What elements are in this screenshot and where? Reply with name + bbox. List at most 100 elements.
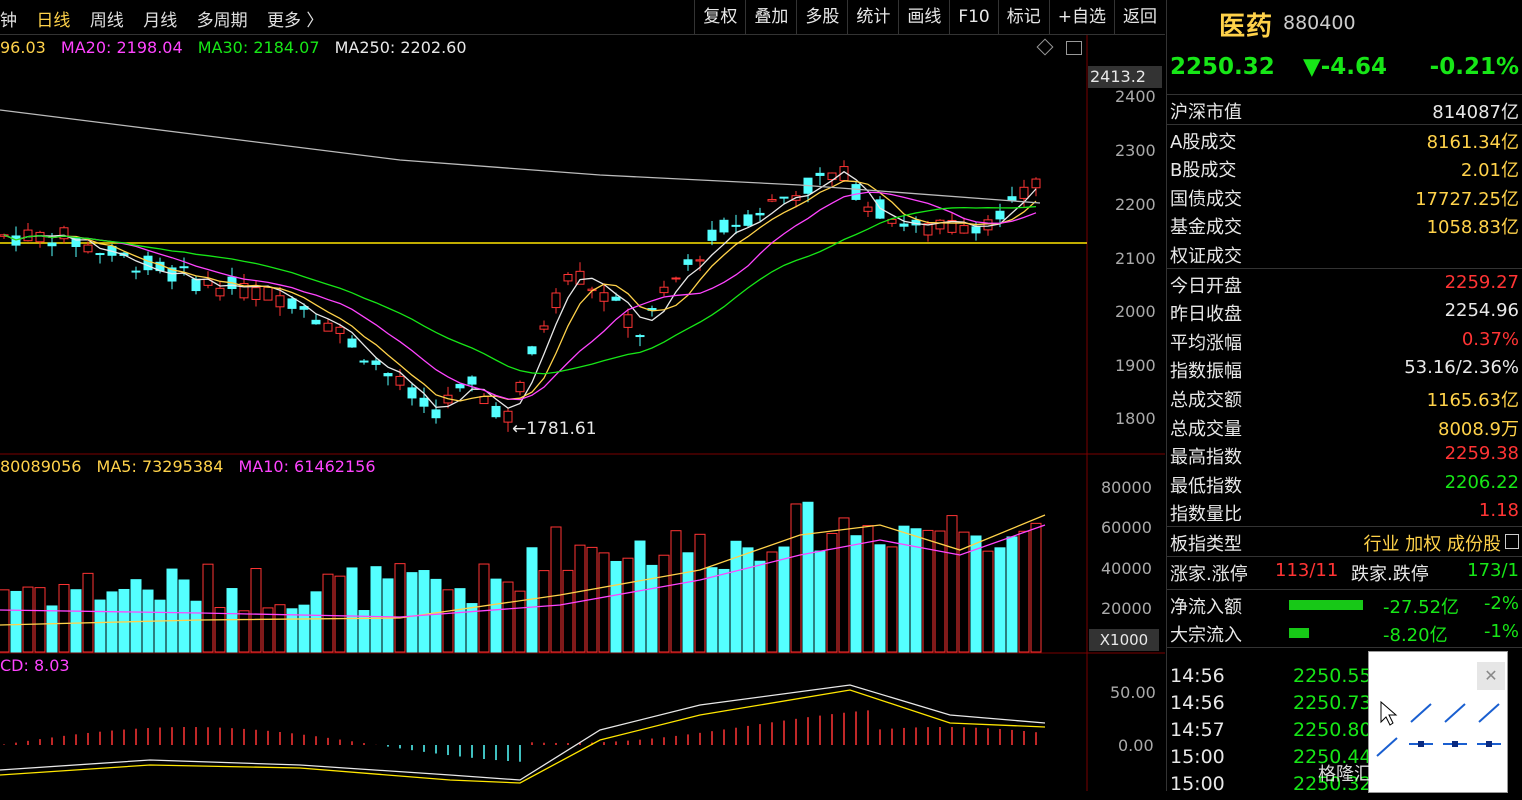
volume-bar [850,535,862,653]
stat-label: A股成交 [1170,131,1237,153]
stat-row: 今日开盘 2259.27 [1167,269,1522,298]
back-button[interactable]: 返回 [1114,0,1165,34]
candle [383,373,393,377]
candle [1031,178,1041,189]
tab-daily[interactable]: 日线 [36,11,71,31]
volume-bar [94,599,106,653]
list-icon[interactable] [1505,533,1519,549]
candle [251,287,261,300]
macd-y-tick: 50.00 [1110,683,1156,702]
candle [1019,186,1029,199]
candle [899,223,909,227]
volume-bar [862,525,874,653]
draw-line-button[interactable]: 画线 [898,0,949,34]
volume-bar [262,607,274,653]
volume-bar [238,610,250,653]
stat-row: 总成交量 8008.9万 [1167,412,1522,441]
candle [275,295,285,308]
candle [539,325,549,330]
tab-minute[interactable]: 钟 [0,11,17,31]
volume-bar [958,531,970,653]
stat-label: 指数振幅 [1170,361,1242,383]
stat-label: 总成交量 [1170,418,1242,440]
volume-bar [886,546,898,653]
tick-time: 14:57 [1170,719,1225,741]
f10-button[interactable]: F10 [949,0,997,34]
volume-bar [34,587,46,653]
stat-row: 权证成交 [1167,239,1522,269]
stat-label: 最低指数 [1170,475,1242,497]
mark-button[interactable]: 标记 [997,0,1049,34]
volume-bar [70,589,82,653]
candle [287,298,297,309]
candle [935,219,945,230]
candle [887,218,897,224]
close-icon[interactable]: ✕ [1477,662,1505,690]
flow-label: 净流入额 [1170,596,1242,618]
candle [179,266,189,269]
tab-more[interactable]: 更多 〉 [267,11,324,31]
macd-dif-line [0,684,1046,781]
volume-bar [574,544,586,653]
stat-label: 基金成交 [1170,217,1242,239]
stat-row: 国债成交 17727.25亿 [1167,182,1522,211]
tick-time: 14:56 [1170,692,1225,714]
volume-bar [454,588,466,653]
index-name: 医药 [1219,12,1274,42]
candle [827,172,837,181]
down-count-label: 跌家.跌停 [1351,563,1429,585]
stat-label: 今日开盘 [1170,275,1242,297]
tab-monthly[interactable]: 月线 [143,11,178,31]
candle [263,286,273,301]
volume-bar [682,552,694,653]
volume-bar [22,586,34,653]
volume-bar [1018,530,1030,653]
ma-legend-item: MA20: 2198.04 [60,38,183,57]
candle [23,229,33,242]
axis-top-label: 2413.2 [1088,66,1162,88]
candle [515,381,525,393]
tab-multi-period[interactable]: 多周期 [196,11,248,31]
volume-bar [826,532,838,653]
stat-row: 指数量比 1.18 [1167,497,1522,527]
flow-row: 大宗流入 -8.20亿 -1% [1167,618,1522,648]
adjust-button[interactable]: 复权 [694,0,745,34]
flow-bar [1289,599,1363,610]
volume-bar [502,581,514,653]
overlay-button[interactable]: 叠加 [745,0,796,34]
quote-header: 医药 880400 [1167,0,1522,52]
y-tick: 2200 [1115,195,1156,214]
candle [503,410,513,423]
panel-toggle-icon[interactable] [1066,41,1082,55]
volume-bar [478,563,490,653]
candle [563,274,573,282]
multi-stock-button[interactable]: 多股 [796,0,847,34]
candle [371,360,381,365]
volume-bar [274,604,286,653]
flow-label: 大宗流入 [1170,625,1242,647]
tab-weekly[interactable]: 周线 [89,11,124,31]
chart-area[interactable]: 96.03 MA20: 2198.04 MA30: 2184.07 MA250:… [0,35,1165,791]
stat-label: B股成交 [1170,160,1237,182]
candle [755,212,765,216]
flow-value: -27.52亿 [1383,596,1460,618]
volume-bar [370,566,382,653]
y-tick: 1900 [1115,356,1156,375]
candle [779,196,789,199]
ma-line [3,180,1037,402]
volume-bar [0,589,10,653]
toolbar-buttons: 复权 叠加 多股 统计 画线 F10 标记 +自选 返回 [694,0,1165,34]
volume-bar [406,572,418,653]
candle [407,387,417,399]
ma-line [3,170,1037,409]
stat-value: 8161.34亿 [1426,131,1519,153]
list-item: 14:57 2250.80 [1167,719,1522,746]
ma-legend-item: 96.03 [0,38,46,57]
volume-bar [154,599,166,653]
add-watchlist-button[interactable]: +自选 [1048,0,1114,34]
candle [239,283,249,299]
board-type-value[interactable]: 行业 加权 成份股 [1363,533,1501,555]
volume-bar [550,526,562,653]
volume-bar [838,517,850,653]
statistics-button[interactable]: 统计 [847,0,898,34]
